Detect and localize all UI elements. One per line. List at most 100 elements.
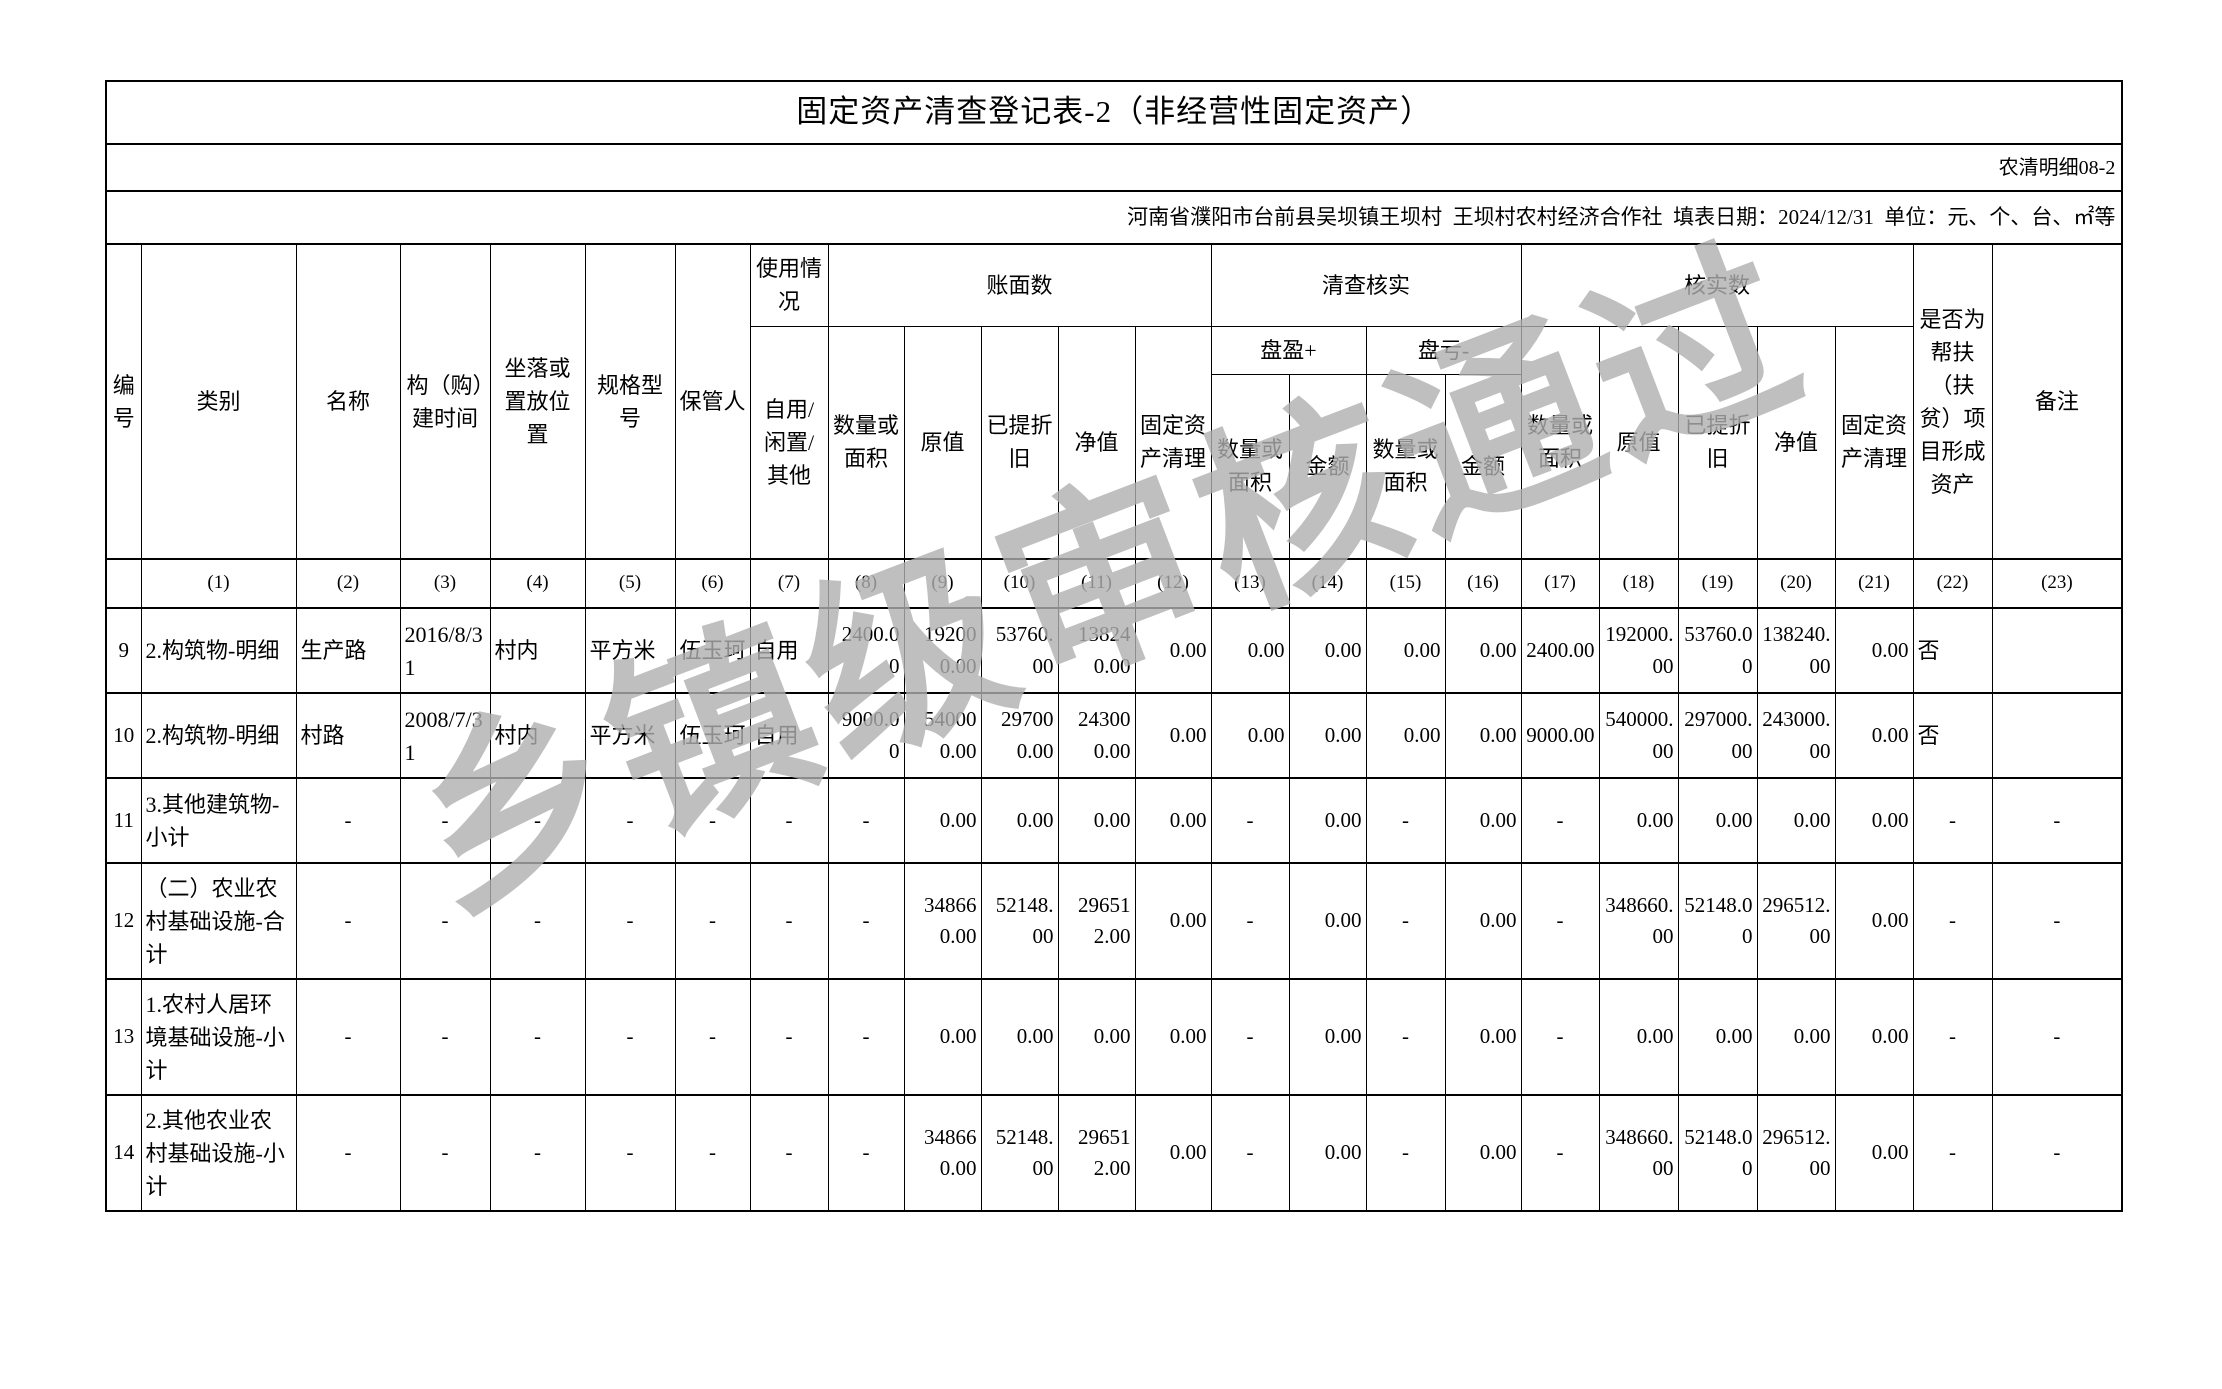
column-number: (22) — [1912, 558, 1993, 609]
column-number-row: (1) (2) (3) (4) (5) (6) (7) (8) (9) (10)… — [105, 558, 2123, 609]
table-cell: 243000.00 — [1057, 692, 1136, 779]
table-cell: 296512.00 — [1057, 1094, 1136, 1212]
table-cell: 9 — [105, 607, 142, 694]
table-cell: 11 — [105, 777, 142, 864]
header-spec-model: 规格型号 — [584, 243, 676, 560]
table-cell: 平方米 — [584, 692, 676, 779]
table-cell: 0.00 — [1210, 692, 1290, 779]
table-cell: - — [489, 862, 586, 980]
column-number: (18) — [1598, 558, 1679, 609]
table-cell: - — [584, 862, 676, 980]
table-cell: - — [489, 777, 586, 864]
table-cell: 平方米 — [584, 607, 676, 694]
table-cell: 52148.00 — [980, 862, 1059, 980]
table-cell: 伍玉珂 — [674, 692, 751, 779]
table-cell: 0.00 — [1834, 978, 1914, 1096]
header-book-value-group: 账面数 — [827, 243, 1212, 327]
title-row: 固定资产清查登记表-2（非经营性固定资产） — [105, 80, 2123, 145]
column-number: (14) — [1288, 558, 1367, 609]
table-cell: 12 — [105, 862, 142, 980]
table-cell: 0.00 — [1134, 777, 1212, 864]
table-cell: 0.00 — [1365, 607, 1446, 694]
header-asset-clearing-book: 固定资产清理 — [1134, 325, 1212, 560]
table-cell: 0.00 — [1057, 978, 1136, 1096]
header-net-value-verified: 净值 — [1756, 325, 1836, 560]
table-cell: 村内 — [489, 607, 586, 694]
org-info-row: 河南省濮阳市台前县吴坝镇王坝村 王坝村农村经济合作社 填表日期：2024/12/… — [105, 190, 2123, 245]
header-depreciation-verified: 已提折旧 — [1677, 325, 1758, 560]
table-cell: 0.00 — [1834, 1094, 1914, 1212]
table-cell: - — [295, 978, 401, 1096]
table-cell: - — [674, 777, 751, 864]
header-asset-clearing-verified: 固定资产清理 — [1834, 325, 1914, 560]
table-cell: 0.00 — [1444, 607, 1522, 694]
table-cell: - — [1210, 978, 1290, 1096]
table-cell: 297000.00 — [1677, 692, 1758, 779]
table-cell: - — [674, 862, 751, 980]
table-cell: - — [749, 777, 829, 864]
table-cell: 0.00 — [1756, 777, 1836, 864]
table-cell: 52148.00 — [1677, 862, 1758, 980]
table-cell: - — [749, 1094, 829, 1212]
table-cell — [1991, 607, 2123, 694]
table-cell: 138240.00 — [1057, 607, 1136, 694]
column-number: (15) — [1365, 558, 1446, 609]
table-cell: 村内 — [489, 692, 586, 779]
table-cell: - — [399, 1094, 491, 1212]
table-cell: 0.00 — [1134, 692, 1212, 779]
table-cell: 0.00 — [1834, 777, 1914, 864]
column-number: (3) — [399, 558, 491, 609]
table-cell: 348660.00 — [1598, 862, 1679, 980]
table-cell: 自用 — [749, 607, 829, 694]
table-cell: 2016/8/31 — [399, 607, 491, 694]
table-cell: 2008/7/31 — [399, 692, 491, 779]
table-cell: 297000.00 — [980, 692, 1059, 779]
table-cell: 2.其他农业农村基础设施-小计 — [140, 1094, 297, 1212]
table-cell: 296512.00 — [1057, 862, 1136, 980]
header-check-verify-group: 清查核实 — [1210, 243, 1522, 327]
table-cell: - — [1991, 777, 2123, 864]
table-cell: - — [1520, 1094, 1600, 1212]
table-cell: - — [399, 777, 491, 864]
header-depreciation-book: 已提折旧 — [980, 325, 1059, 560]
table-cell: 2.构筑物-明细 — [140, 692, 297, 779]
header-row-groups: 编号 类别 名称 构（购）建时间 坐落或置放位置 规格型号 保管人 使用情况 账… — [105, 243, 2123, 560]
column-number: (21) — [1834, 558, 1914, 609]
table-cell: 自用 — [749, 692, 829, 779]
header-usage-group: 使用情况 — [749, 243, 829, 327]
table-cell: 296512.00 — [1756, 862, 1836, 980]
table-cell: 348660.00 — [903, 862, 982, 980]
table-cell: 348660.00 — [903, 1094, 982, 1212]
header-qty-deficit: 数量或面积 — [1365, 373, 1446, 560]
column-number: (12) — [1134, 558, 1212, 609]
header-build-time: 构（购）建时间 — [399, 243, 491, 560]
column-number: (10) — [980, 558, 1059, 609]
header-orig-value-verified: 原值 — [1598, 325, 1679, 560]
column-number: (2) — [295, 558, 401, 609]
table-cell: 0.00 — [1598, 978, 1679, 1096]
table-cell: - — [1210, 1094, 1290, 1212]
column-number: (4) — [489, 558, 586, 609]
table-cell: 生产路 — [295, 607, 401, 694]
table-cell: 0.00 — [1444, 777, 1522, 864]
column-number: (6) — [674, 558, 751, 609]
table-cell: - — [1520, 777, 1600, 864]
table-cell: 53760.00 — [980, 607, 1059, 694]
table-cell: 0.00 — [1598, 777, 1679, 864]
header-poverty-flag: 是否为帮扶（扶贫）项目形成资产 — [1912, 243, 1993, 560]
column-number: (1) — [140, 558, 297, 609]
table-cell: 0.00 — [1834, 607, 1914, 694]
column-number: (19) — [1677, 558, 1758, 609]
table-cell: - — [749, 862, 829, 980]
table-cell: - — [584, 777, 676, 864]
table-cell: - — [1912, 978, 1993, 1096]
table-cell: 2400.00 — [1520, 607, 1600, 694]
table-cell: - — [1210, 777, 1290, 864]
org-info-line: 河南省濮阳市台前县吴坝镇王坝村 王坝村农村经济合作社 填表日期：2024/12/… — [105, 190, 2123, 245]
table-cell: 10 — [105, 692, 142, 779]
column-number: (8) — [827, 558, 905, 609]
column-number: (7) — [749, 558, 829, 609]
table-cell: - — [749, 978, 829, 1096]
table-cell: 296512.00 — [1756, 1094, 1836, 1212]
